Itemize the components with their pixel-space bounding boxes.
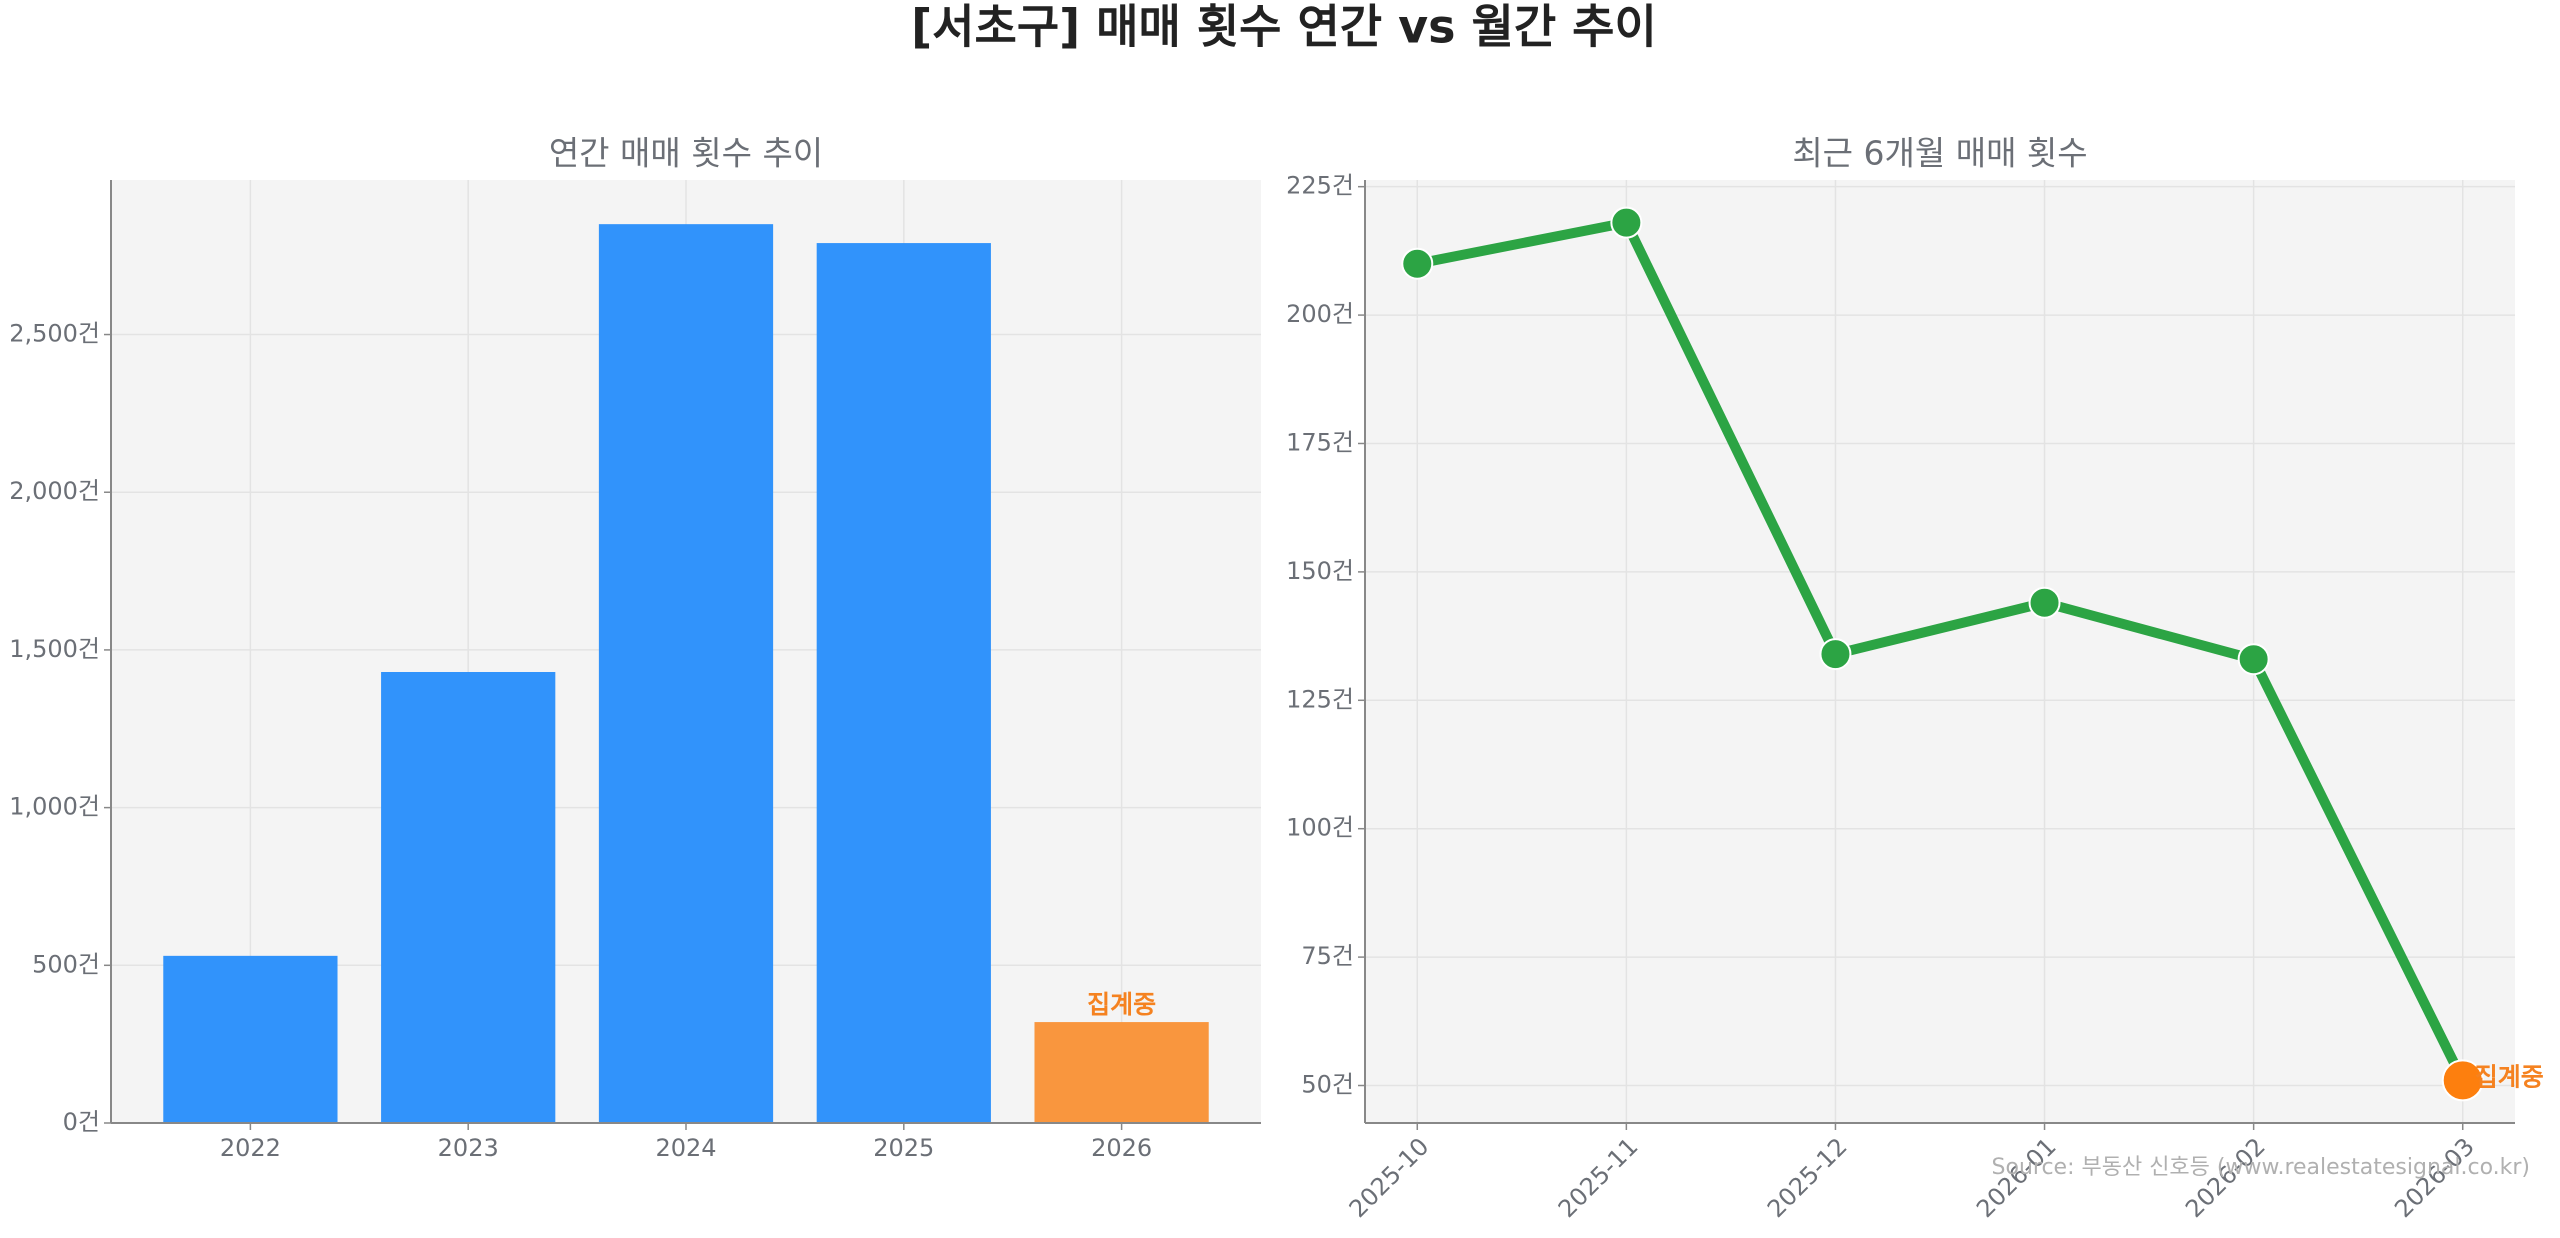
- y-tick-label: 200건: [1286, 300, 1354, 328]
- x-tick-label: 2024: [655, 1134, 716, 1162]
- subplot-title: 최근 6개월 매매 횟수: [1792, 134, 2087, 173]
- y-tick-label: 125건: [1286, 685, 1354, 713]
- bar: [381, 672, 556, 1123]
- y-tick-label: 1,500건: [9, 635, 100, 663]
- point: [1610, 206, 1643, 239]
- annotation: 집계중: [2475, 1062, 2544, 1091]
- subplot: 연간 매매 횟수 추이 0건 500건 1,000건 1,500건 2,000건 2,500…: [9, 134, 1261, 1162]
- y-tick-label: 100건: [1286, 814, 1354, 842]
- x-tick-label: 2025-11: [1553, 1132, 1644, 1223]
- point: [2441, 1059, 2484, 1102]
- main-title: [서초구] 매매 횟수 연간 vs 월간 추이: [911, 0, 1657, 54]
- line: [1416, 217, 2468, 1083]
- y-tick-label: 150건: [1286, 557, 1354, 585]
- x-tick-label: 2025: [873, 1134, 934, 1162]
- plot-area: [1365, 180, 2515, 1123]
- point: [1401, 247, 1434, 280]
- source: Source: 부동산 신호등 (www.realestatesignal.co…: [1992, 1155, 2530, 1180]
- subplot: 최근 6개월 매매 횟수 50건 75건 100건 125건 150건 175건 200건 22…: [1286, 134, 2544, 1224]
- subplot-title: 연간 매매 횟수 추이: [549, 134, 823, 173]
- y-tick-label: 175건: [1286, 428, 1354, 456]
- bar: [816, 243, 991, 1124]
- x-tick-label: 2025-10: [1344, 1132, 1435, 1223]
- point: [1819, 638, 1852, 671]
- bar: [163, 955, 338, 1123]
- x-tick-label: 2026: [1091, 1134, 1152, 1162]
- y-tick-label: 1,000건: [9, 793, 100, 821]
- y-tick-label: 2,500건: [9, 320, 100, 348]
- bar: [1034, 1022, 1209, 1123]
- x-tick-label: 2023: [438, 1134, 499, 1162]
- y-tick-label: 75건: [1301, 942, 1354, 970]
- y-tick-label: 0건: [63, 1108, 100, 1136]
- y-tick-label: 50건: [1301, 1071, 1354, 1099]
- bar: [598, 224, 774, 1124]
- point: [2028, 586, 2061, 619]
- annotation: 집계중: [1087, 990, 1156, 1019]
- x-tick-label: 2022: [220, 1134, 281, 1162]
- y-tick-label: 500건: [32, 950, 100, 978]
- y-tick-label: 225건: [1286, 172, 1354, 200]
- x-tick-label: 2025-12: [1762, 1132, 1853, 1223]
- point: [2237, 643, 2270, 676]
- y-tick-label: 2,000건: [9, 477, 100, 505]
